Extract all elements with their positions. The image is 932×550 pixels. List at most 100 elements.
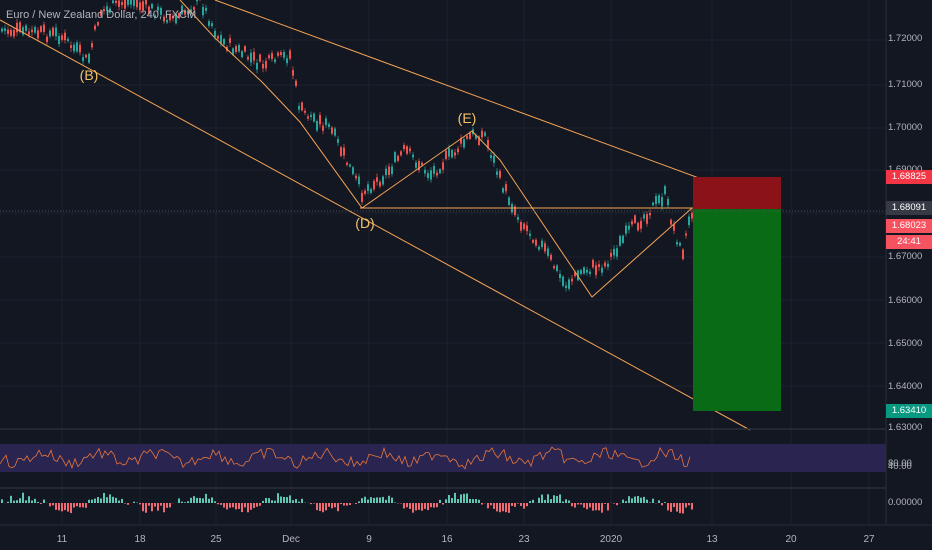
price-label: 1.65000 [888, 338, 923, 349]
histogram-bar [247, 503, 249, 513]
histogram-bar [490, 503, 492, 506]
candle-body [352, 167, 354, 175]
histogram-bar [409, 503, 411, 509]
candle-body [664, 186, 666, 195]
candle-body [235, 46, 237, 53]
histogram-bar [466, 493, 468, 503]
histogram-bar [475, 499, 477, 503]
histogram-bar [643, 496, 645, 503]
wave-label-e: (E) [457, 110, 477, 126]
histogram-bar [97, 497, 99, 503]
histogram-bar [616, 503, 618, 506]
candle-body [583, 267, 585, 274]
histogram-bar [340, 503, 342, 505]
candle-body [133, 0, 135, 6]
histogram-bar [565, 499, 567, 503]
candle-body [652, 202, 654, 206]
histogram-bar [358, 501, 360, 503]
histogram-bar [388, 495, 390, 503]
histogram-bar [139, 503, 141, 505]
histogram-bar [424, 503, 426, 509]
candle-body [274, 59, 276, 63]
candle-body [160, 8, 162, 15]
candle-body [658, 195, 660, 204]
time-label: 18 [134, 534, 146, 545]
histogram-bar [106, 497, 108, 503]
histogram-bar [25, 500, 27, 503]
candle-body [685, 233, 687, 236]
histogram-bar [439, 499, 441, 503]
candle-body [463, 139, 465, 148]
histogram-bar [109, 494, 111, 503]
candle-body [259, 54, 261, 62]
histogram-bar [337, 503, 339, 512]
candle-body [436, 172, 438, 176]
candle-body [454, 152, 456, 156]
histogram-bar [589, 503, 591, 508]
candle-body [553, 266, 555, 269]
candle-body [358, 176, 360, 185]
histogram-bar [673, 503, 675, 508]
histogram-bar [199, 497, 201, 503]
candle-body [523, 223, 525, 230]
countdown-badge: 24:41 [886, 235, 932, 249]
candle-body [232, 48, 234, 55]
histogram-bar [325, 503, 327, 511]
candle-body [655, 196, 657, 205]
candle-body [382, 176, 384, 185]
candle-body [112, 0, 114, 4]
histogram-bar [151, 503, 153, 512]
time-label: 25 [210, 534, 222, 545]
candle-body [205, 7, 207, 11]
candle-body [247, 56, 249, 60]
candle-body [337, 138, 339, 143]
chart-title: Euro / New Zealand Dollar, 240, FXCM [6, 9, 197, 21]
candle-body [313, 113, 315, 122]
candle-body [256, 62, 258, 70]
histogram-bar [586, 503, 588, 510]
candle-body [328, 124, 330, 127]
candle-body [91, 43, 93, 48]
histogram-bar [595, 503, 597, 511]
histogram-bar [361, 498, 363, 503]
candle-body [607, 263, 609, 267]
candle-body [628, 225, 630, 230]
histogram-bar [442, 503, 444, 505]
candle-body [520, 222, 522, 231]
candle-body [1, 28, 3, 32]
histogram-bar [406, 503, 408, 508]
candle-body [394, 152, 396, 162]
candle-body [412, 154, 414, 158]
histogram-bar [412, 503, 414, 513]
candle-body [148, 6, 150, 15]
histogram-bar [355, 503, 357, 504]
candle-body [442, 162, 444, 170]
candle-body [613, 248, 615, 256]
price-label: 1.72000 [888, 33, 923, 44]
candle-body [415, 162, 417, 168]
histogram-bar [448, 495, 450, 503]
candle-body [361, 192, 363, 202]
histogram-bar [625, 501, 627, 503]
candle-body [70, 45, 72, 48]
histogram-bar [364, 496, 366, 503]
time-label: 13 [706, 534, 718, 545]
candle-body [421, 162, 423, 166]
candle-body [79, 44, 81, 53]
histogram-bar [316, 503, 318, 511]
candle-body [286, 58, 288, 64]
candle-body [493, 155, 495, 163]
candle-body [127, 0, 129, 5]
candle-body [676, 241, 678, 245]
histogram-bar [187, 501, 189, 503]
histogram-bar [604, 503, 606, 504]
histogram-bar [493, 503, 495, 509]
histogram-bar [163, 503, 165, 513]
candle-body [238, 44, 240, 52]
histogram-bar [67, 503, 69, 512]
candle-body [688, 216, 690, 226]
candle-body [349, 164, 351, 167]
candle-body [223, 39, 225, 45]
